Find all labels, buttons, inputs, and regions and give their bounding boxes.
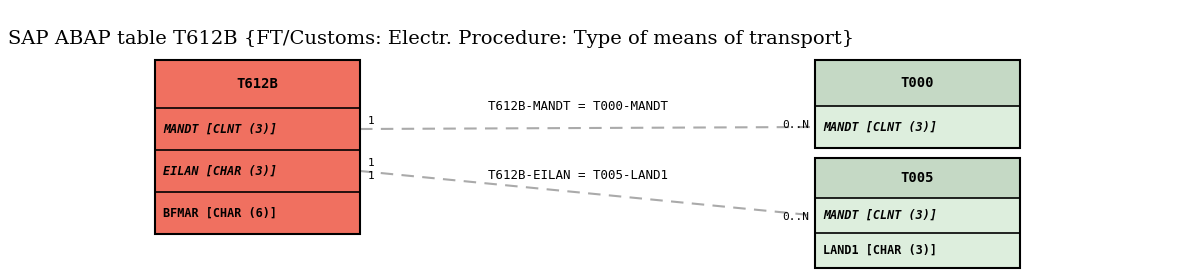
Bar xyxy=(815,198,1020,233)
Text: EILAN [CHAR (3)]: EILAN [CHAR (3)] xyxy=(163,164,277,178)
Bar xyxy=(815,233,1020,268)
Bar xyxy=(154,108,360,150)
Bar xyxy=(815,106,1020,148)
Text: MANDT [CLNT (3)]: MANDT [CLNT (3)] xyxy=(823,121,937,134)
Text: T000: T000 xyxy=(901,76,934,90)
Text: 0..N: 0..N xyxy=(782,212,809,222)
Text: T005: T005 xyxy=(901,171,934,185)
Bar xyxy=(154,192,360,234)
Text: 1: 1 xyxy=(368,116,374,126)
Bar xyxy=(815,60,1020,148)
Bar xyxy=(154,60,360,108)
Text: BFMAR [CHAR (6)]: BFMAR [CHAR (6)] xyxy=(163,207,277,220)
Text: 1: 1 xyxy=(368,171,374,181)
Text: LAND1 [CHAR (3)]: LAND1 [CHAR (3)] xyxy=(823,244,937,257)
Text: 0..N: 0..N xyxy=(782,120,809,130)
Bar xyxy=(154,150,360,192)
Text: T612B-MANDT = T000-MANDT: T612B-MANDT = T000-MANDT xyxy=(487,99,668,112)
Text: 1: 1 xyxy=(368,158,374,168)
Text: SAP ABAP table T612B {FT/Customs: Electr. Procedure: Type of means of transport}: SAP ABAP table T612B {FT/Customs: Electr… xyxy=(8,30,854,48)
Bar xyxy=(815,158,1020,198)
Bar xyxy=(815,158,1020,268)
Text: MANDT [CLNT (3)]: MANDT [CLNT (3)] xyxy=(823,209,937,222)
Bar xyxy=(154,60,360,234)
Bar xyxy=(815,60,1020,106)
Text: T612B-EILAN = T005-LAND1: T612B-EILAN = T005-LAND1 xyxy=(487,169,668,182)
Text: MANDT [CLNT (3)]: MANDT [CLNT (3)] xyxy=(163,122,277,136)
Text: T612B: T612B xyxy=(236,77,278,91)
